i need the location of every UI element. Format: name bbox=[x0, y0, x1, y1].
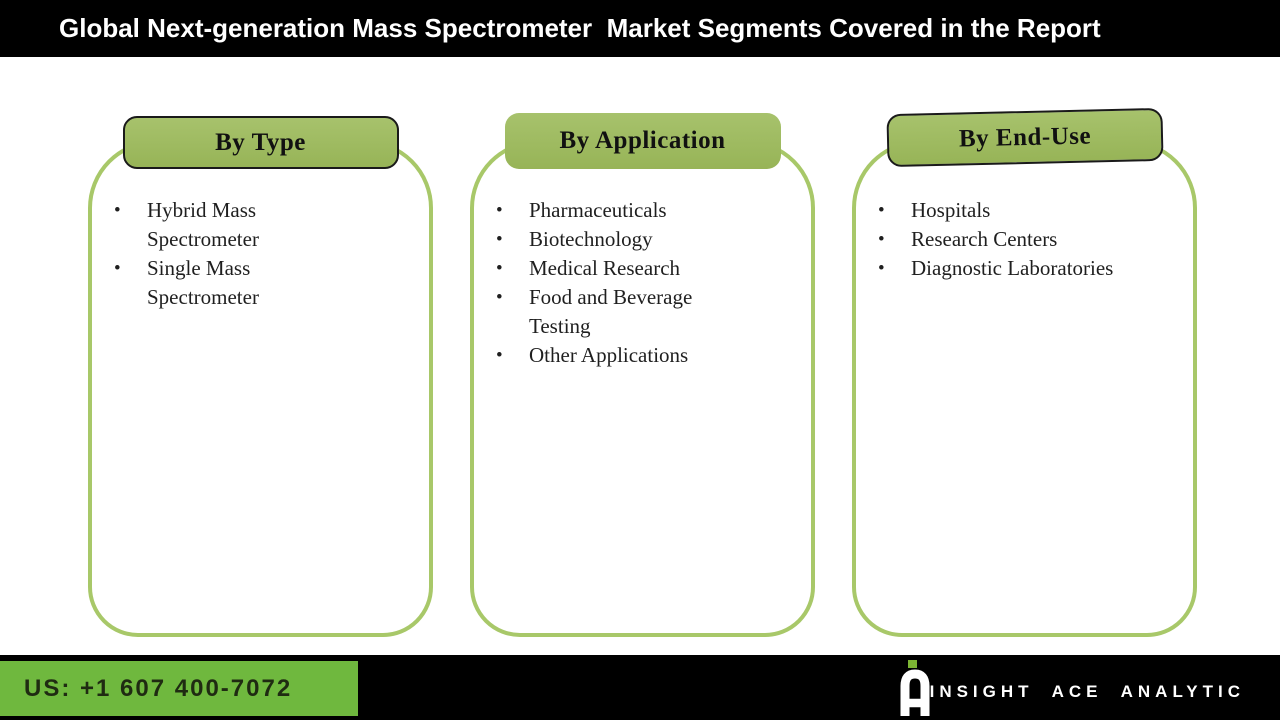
panel-by-type-header: By Type bbox=[122, 116, 399, 169]
list-item: Single Mass Spectrometer bbox=[88, 254, 362, 312]
logo-green-dot bbox=[908, 660, 917, 668]
list-item: Food and Beverage Testing bbox=[470, 283, 744, 341]
panel-by-application-header: By Application bbox=[504, 113, 781, 169]
insight-ace-logo-icon bbox=[900, 660, 930, 716]
logo-arch bbox=[900, 669, 930, 716]
panel-by-application-title: By Application bbox=[559, 127, 726, 154]
list-item: Other Applications bbox=[470, 341, 744, 370]
page-title: Global Next-generation Mass Spectrometer… bbox=[59, 13, 1101, 43]
panel-by-end-use-title: By End-Use bbox=[958, 122, 1091, 152]
phone-number: US: +1 607 400-7072 bbox=[24, 674, 293, 702]
by-end-use-list: HospitalsResearch CentersDiagnostic Labo… bbox=[852, 196, 1197, 283]
by-application-list: PharmaceuticalsBiotechnologyMedical Rese… bbox=[470, 196, 815, 370]
list-item: Biotechnology bbox=[470, 225, 744, 254]
list-item: Medical Research bbox=[470, 254, 744, 283]
panel-by-end-use: By End-Use HospitalsResearch CentersDiag… bbox=[852, 107, 1197, 637]
brand-name: INSIGHT ACE ANALYTIC bbox=[929, 682, 1245, 701]
by-type-list: Hybrid Mass SpectrometerSingle Mass Spec… bbox=[88, 196, 433, 312]
title-bar: Global Next-generation Mass Spectrometer… bbox=[0, 0, 1280, 57]
list-item: Hybrid Mass Spectrometer bbox=[88, 196, 362, 254]
list-item: Diagnostic Laboratories bbox=[852, 254, 1126, 283]
list-item: Hospitals bbox=[852, 196, 1126, 225]
panel-by-type: By Type Hybrid Mass SpectrometerSingle M… bbox=[88, 116, 433, 637]
panel-by-end-use-header: By End-Use bbox=[885, 107, 1164, 168]
list-item: Research Centers bbox=[852, 225, 1126, 254]
phone-box: US: +1 607 400-7072 bbox=[0, 661, 358, 716]
panel-by-application: By Application PharmaceuticalsBiotechnol… bbox=[470, 113, 815, 637]
panel-by-type-title: By Type bbox=[215, 128, 306, 156]
list-item: Pharmaceuticals bbox=[470, 196, 744, 225]
